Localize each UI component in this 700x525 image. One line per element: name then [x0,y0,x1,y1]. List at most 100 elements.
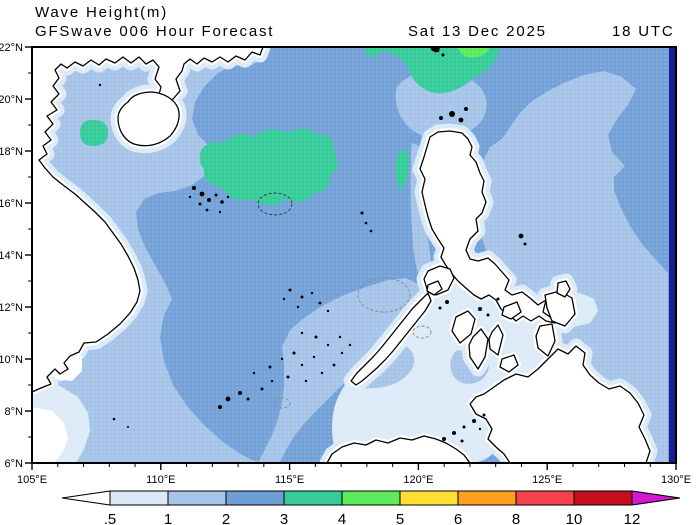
colorbar-label: 12 [624,511,641,525]
islet-dot [472,419,476,423]
islet-dot [98,83,102,87]
islet-dot [220,200,224,204]
longitude-axis: 105°E 110°E 115°E 120°E 125°E 130°E [17,463,691,486]
islet-dot [112,417,116,421]
islet-dot [188,195,192,199]
islet-dot [340,351,344,355]
colorbar-label: .5 [104,511,117,525]
lat-tick-label: 22°N [0,42,23,54]
islet-dot [433,47,439,53]
islet-dot [449,111,455,117]
lon-tick-label: 115°E [275,474,304,486]
islet-dot [445,300,449,304]
islet-dot [439,116,443,120]
islet-dot [214,193,218,197]
islet-dot [218,210,222,214]
colorbar-label: 6 [454,511,462,525]
colorbar-cell [167,490,227,506]
forecast-product-label: GFSwave 006 Hour Forecast [35,23,275,40]
islet-dot [282,297,286,301]
colorbar-left-arrow [61,490,111,506]
islet-dot [332,363,336,367]
islet-dot [292,351,296,355]
islet-dot [296,305,300,309]
islet-dot [464,107,468,111]
islet-dot [441,53,445,57]
islet-dot [460,439,464,443]
lon-tick-label: 125°E [532,474,562,486]
latitude-axis: 22°N 20°N 18°N 16°N 14°N 12°N 10°N 8°N 6°N [0,42,32,470]
islet-dot [326,309,330,313]
islet-dot [458,117,464,123]
islet-dot [300,295,304,299]
islet-dot [280,357,284,361]
islet-dot [496,297,500,301]
lat-tick-label: 18°N [0,146,23,158]
islet-dot [246,397,250,401]
colorbar-label: 8 [512,511,520,525]
lat-tick-label: 10°N [0,354,23,366]
colorbar-label: 10 [566,511,583,525]
wave-field [32,47,676,463]
islet-dot [486,313,490,317]
islet-dot [252,371,256,375]
island-dots [98,47,527,443]
islet-dot [312,355,316,359]
islet-dot [199,191,205,197]
lon-tick-label: 130°E [661,474,691,486]
islet-dot [482,413,486,417]
islet-dot [270,379,274,383]
islet-dot [300,331,304,335]
sea-region-lt05-corner [32,407,68,463]
islet-dot [478,427,482,431]
islet-dot [523,242,527,246]
islet-dot [300,363,304,367]
islet-dot [438,306,442,310]
colorbar-cell [109,490,169,506]
colorbar-label: 3 [280,511,288,525]
islet-dot [304,379,308,383]
lon-tick-label: 120°E [403,474,433,486]
islet-dot [348,343,352,347]
islet-dot [314,335,318,339]
colorbar-cell [457,490,517,506]
islet-dot [207,198,211,202]
colorbar-right-arrow [631,490,681,506]
reef-ring [257,192,293,216]
islet-dot [462,425,466,429]
islet-dot [286,375,290,379]
islet-dot [260,387,264,391]
islet-dot [192,186,196,190]
colorbar-cell [573,490,633,506]
islet-dot [364,221,368,225]
islet-dot [478,307,482,311]
map-title: Wave Height(m) [35,4,168,21]
lat-tick-label: 14°N [0,250,23,262]
islet-dot [218,405,222,409]
reef-ring [273,397,291,409]
lat-tick-label: 8°N [5,406,24,418]
reef-ring [412,325,432,339]
lat-tick-label: 12°N [0,302,23,314]
islet-dot [127,426,129,428]
islet-dot [225,396,231,402]
colorbar-cell [515,490,575,506]
reef-ring [357,277,411,313]
lat-tick-label: 6°N [5,458,24,470]
islet-dot [205,208,209,212]
islet-dot [238,391,242,395]
colorbar-cell [225,490,285,506]
lat-tick-label: 16°N [0,198,23,210]
islet-dot [369,229,373,233]
valid-time: 18 UTC [612,23,675,40]
lon-tick-label: 105°E [17,474,47,486]
islet-dot [268,365,272,369]
colorbar-cell [399,490,459,506]
colorbar-label: 4 [338,511,346,525]
reef-outlines [257,192,432,409]
islet-dot [310,291,314,295]
islet-dot [452,431,456,435]
colorbar-label: 1 [164,511,172,525]
islet-dot [338,335,342,339]
